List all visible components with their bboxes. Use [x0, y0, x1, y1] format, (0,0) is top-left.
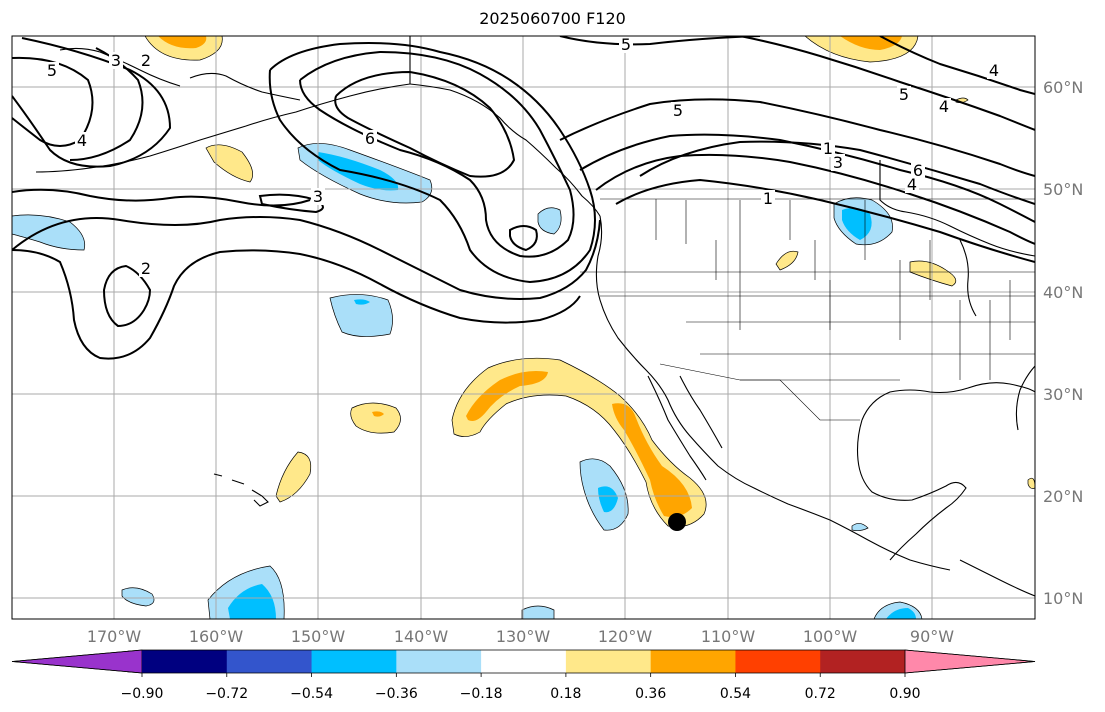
- colorbar-tick-label: 0.90: [889, 686, 920, 702]
- colorbar-segment: [396, 650, 482, 673]
- lon-label: 100°W: [803, 627, 858, 646]
- contour-label-bg: [45, 62, 59, 79]
- lon-label: 140°W: [394, 627, 449, 646]
- shaded-fields: [12, 36, 1035, 619]
- contour-label: 4: [989, 61, 999, 80]
- lat-label: 40°N: [1043, 283, 1083, 302]
- gridlines: [12, 36, 1035, 619]
- colorbar-segment: [142, 650, 228, 673]
- lat-label: 10°N: [1043, 589, 1083, 608]
- latitude-labels: 60°N 50°N 40°N 30°N 20°N 10°N: [1043, 78, 1083, 608]
- contour-label: 4: [77, 131, 87, 150]
- contour-label-bg: [671, 102, 685, 119]
- colorbar-segment: [481, 650, 567, 673]
- colorbar-tick-label: −0.90: [121, 686, 164, 702]
- contour-label-bg: [821, 140, 835, 157]
- contour-label-bg: [363, 130, 377, 147]
- contour-label: 5: [673, 101, 683, 120]
- lat-label: 20°N: [1043, 487, 1083, 506]
- contour-label: 5: [621, 35, 631, 54]
- colorbar-segment: [650, 650, 736, 673]
- contour-label: 6: [365, 129, 375, 148]
- contour-label-bg: [311, 188, 325, 205]
- state-borders: [580, 198, 1035, 421]
- contour-label-bg: [987, 62, 1001, 79]
- lon-label: 120°W: [598, 627, 653, 646]
- colorbar-tick-label: 0.54: [720, 686, 751, 702]
- contour-label-bg: [911, 162, 925, 179]
- shade-orange-arc: [466, 371, 548, 421]
- contour-label: 5: [899, 85, 909, 104]
- contour-label: 3: [313, 187, 323, 206]
- contour-label: 1: [823, 139, 833, 158]
- contour-label-bg: [761, 190, 775, 207]
- colorbar-segment: [311, 650, 397, 673]
- colorbar: [11, 649, 1036, 674]
- colorbar-tick-label: −0.36: [375, 686, 418, 702]
- colorbar-extend-low: [11, 649, 143, 674]
- contour-label-bg: [905, 176, 919, 193]
- contour-label: 4: [939, 97, 949, 116]
- lat-label: 60°N: [1043, 78, 1083, 97]
- contour-label: 3: [833, 153, 843, 172]
- contour-label: 5: [47, 61, 57, 80]
- lon-label: 160°W: [189, 627, 244, 646]
- colorbar-segment: [565, 650, 652, 673]
- lon-label: 170°W: [87, 627, 142, 646]
- lon-label: 110°W: [701, 627, 756, 646]
- colorbar-tick-label: −0.54: [290, 686, 333, 702]
- colorbar-tick-label: 0.72: [805, 686, 836, 702]
- contour-label: 4: [907, 175, 917, 194]
- lon-label: 90°W: [910, 627, 954, 646]
- lat-label: 50°N: [1043, 180, 1083, 199]
- contour-label: 2: [141, 259, 151, 278]
- lon-label: 130°W: [496, 627, 551, 646]
- contour-label: 1: [763, 189, 773, 208]
- contour-label-bg: [831, 154, 845, 171]
- colorbar-tick-labels: −0.90 −0.72 −0.54 −0.36 −0.18 0.18 0.36 0.54 0.7…: [121, 673, 921, 702]
- contour-label-bg: [75, 132, 89, 149]
- colorbar-extend-high: [904, 649, 1036, 674]
- lat-label: 30°N: [1043, 385, 1083, 404]
- contour-label: 6: [913, 161, 923, 180]
- longitude-labels: 170°W 160°W 150°W 140°W 130°W 120°W 110°W 100°W…: [87, 627, 954, 646]
- contour-label: 3: [111, 51, 121, 70]
- shade-yellow-small: [205, 144, 253, 183]
- shade-orange-tail: [612, 403, 692, 517]
- lon-label: 150°W: [291, 627, 346, 646]
- colorbar-segment: [226, 650, 313, 673]
- contour-label-bg: [139, 260, 153, 277]
- map-title: 2025060700 F120: [479, 9, 626, 28]
- contour-label-bg: [897, 86, 911, 103]
- colorbar-segment: [820, 650, 906, 673]
- map-frame: [11, 35, 1036, 620]
- colorbar-tick-label: −0.72: [205, 686, 248, 702]
- contour-label: 2: [141, 51, 151, 70]
- contour-label-bg: [937, 98, 951, 115]
- colorbar-segment: [735, 650, 821, 673]
- colorbar-tick-label: 0.18: [550, 686, 581, 702]
- colorbar-tick-label: −0.18: [460, 686, 503, 702]
- contour-label-bg: [619, 36, 633, 53]
- colorbar-tick-label: 0.36: [635, 686, 666, 702]
- storm-position-marker: [668, 513, 686, 531]
- contour-label-bg: [109, 52, 123, 69]
- coastlines: [35, 36, 1035, 597]
- contour-label-bg: [139, 52, 153, 69]
